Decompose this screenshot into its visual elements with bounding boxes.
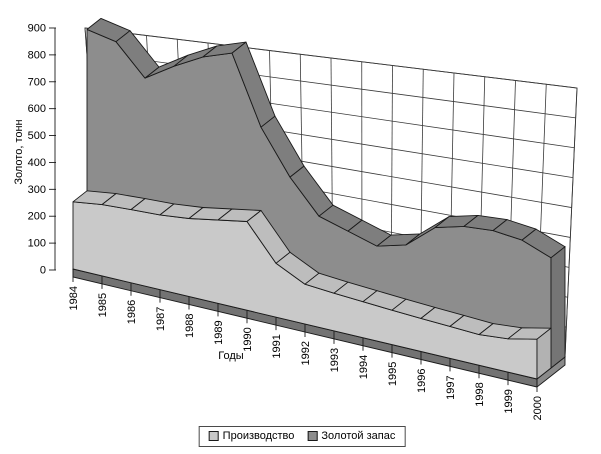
y-tick-label: 0 bbox=[40, 265, 46, 277]
y-tick-label: 200 bbox=[28, 211, 46, 223]
x-tick-label: 1990 bbox=[242, 327, 254, 351]
legend: Производство Золотой запас bbox=[198, 426, 406, 447]
x-tick-label: 1995 bbox=[387, 362, 399, 386]
legend-item-gold-reserve: Золотой запас bbox=[307, 430, 395, 442]
y-tick-label: 600 bbox=[28, 103, 46, 115]
production-swatch-icon bbox=[208, 431, 219, 441]
x-tick-label: 2000 bbox=[532, 396, 544, 420]
y-tick-label: 400 bbox=[28, 157, 46, 169]
series-end-face bbox=[536, 327, 552, 380]
legend-label-gold-reserve: Золотой запас bbox=[321, 430, 396, 442]
legend-label-production: Производство bbox=[222, 430, 295, 442]
x-tick-label: 1997 bbox=[445, 375, 457, 399]
x-tick-label: 1984 bbox=[68, 286, 80, 310]
x-tick-label: 1988 bbox=[184, 314, 196, 338]
x-axis-title: Годы bbox=[218, 350, 244, 362]
x-tick-label: 1991 bbox=[271, 334, 283, 358]
y-axis-title: Золото, тонн bbox=[13, 119, 25, 185]
gold-reserve-swatch-icon bbox=[307, 431, 318, 441]
y-tick-label: 800 bbox=[28, 49, 46, 61]
y-tick-label: 100 bbox=[28, 238, 46, 250]
series-end-face bbox=[550, 245, 566, 369]
x-tick-label: 1999 bbox=[503, 389, 515, 413]
x-tick-label: 1998 bbox=[474, 382, 486, 406]
x-tick-label: 1985 bbox=[97, 293, 109, 317]
x-tick-label: 1989 bbox=[213, 320, 225, 344]
x-tick-label: 1986 bbox=[126, 300, 138, 324]
x-tick-label: 1996 bbox=[416, 369, 428, 393]
x-tick-label: 1992 bbox=[300, 341, 312, 365]
legend-item-production: Производство bbox=[208, 430, 295, 442]
y-tick-label: 900 bbox=[28, 22, 46, 34]
y-tick-label: 700 bbox=[28, 76, 46, 88]
x-tick-label: 1987 bbox=[155, 307, 167, 331]
v-gridline bbox=[564, 87, 578, 358]
y-tick-label: 300 bbox=[28, 184, 46, 196]
x-tick-label: 1993 bbox=[329, 348, 341, 372]
x-tick-label: 1994 bbox=[358, 355, 370, 379]
y-tick-label: 500 bbox=[28, 130, 46, 142]
